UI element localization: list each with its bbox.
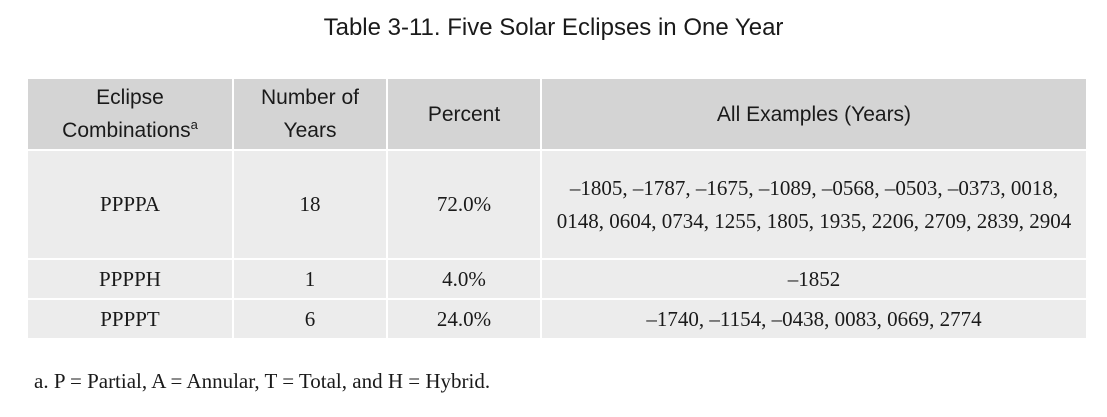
cell-percent: 4.0%: [387, 259, 542, 300]
cell-years: 6: [233, 299, 388, 340]
eclipse-table: Eclipse Combinationsa Number of Years Pe…: [28, 79, 1086, 340]
cell-percent: 24.0%: [387, 299, 542, 340]
header-percent: Percent: [387, 79, 542, 151]
cell-combination: PPPPT: [28, 299, 234, 340]
cell-years: 1: [233, 259, 388, 300]
table-row: PPPPH 1 4.0% –1852: [28, 259, 1086, 300]
footnote-marker: a: [190, 117, 198, 132]
header-eclipse-combinations-label: Eclipse Combinations: [62, 86, 191, 142]
cell-percent: 72.0%: [387, 150, 542, 260]
table-header-row: Eclipse Combinationsa Number of Years Pe…: [28, 79, 1086, 151]
cell-examples: –1852: [541, 259, 1086, 300]
header-all-examples: All Examples (Years): [541, 79, 1086, 151]
table-row: PPPPT 6 24.0% –1740, –1154, –0438, 0083,…: [28, 299, 1086, 340]
table-row: PPPPA 18 72.0% –1805, –1787, –1675, –108…: [28, 150, 1086, 260]
cell-combination: PPPPH: [28, 259, 234, 300]
header-eclipse-combinations: Eclipse Combinationsa: [28, 79, 234, 151]
header-number-of-years: Number of Years: [233, 79, 388, 151]
cell-examples: –1805, –1787, –1675, –1089, –0568, –0503…: [541, 150, 1086, 260]
cell-examples: –1740, –1154, –0438, 0083, 0669, 2774: [541, 299, 1086, 340]
table-footnote: a. P = Partial, A = Annular, T = Total, …: [34, 369, 491, 393]
cell-combination: PPPPA: [28, 150, 234, 260]
cell-years: 18: [233, 150, 388, 260]
table-title: Table 3-11. Five Solar Eclipses in One Y…: [323, 14, 784, 41]
